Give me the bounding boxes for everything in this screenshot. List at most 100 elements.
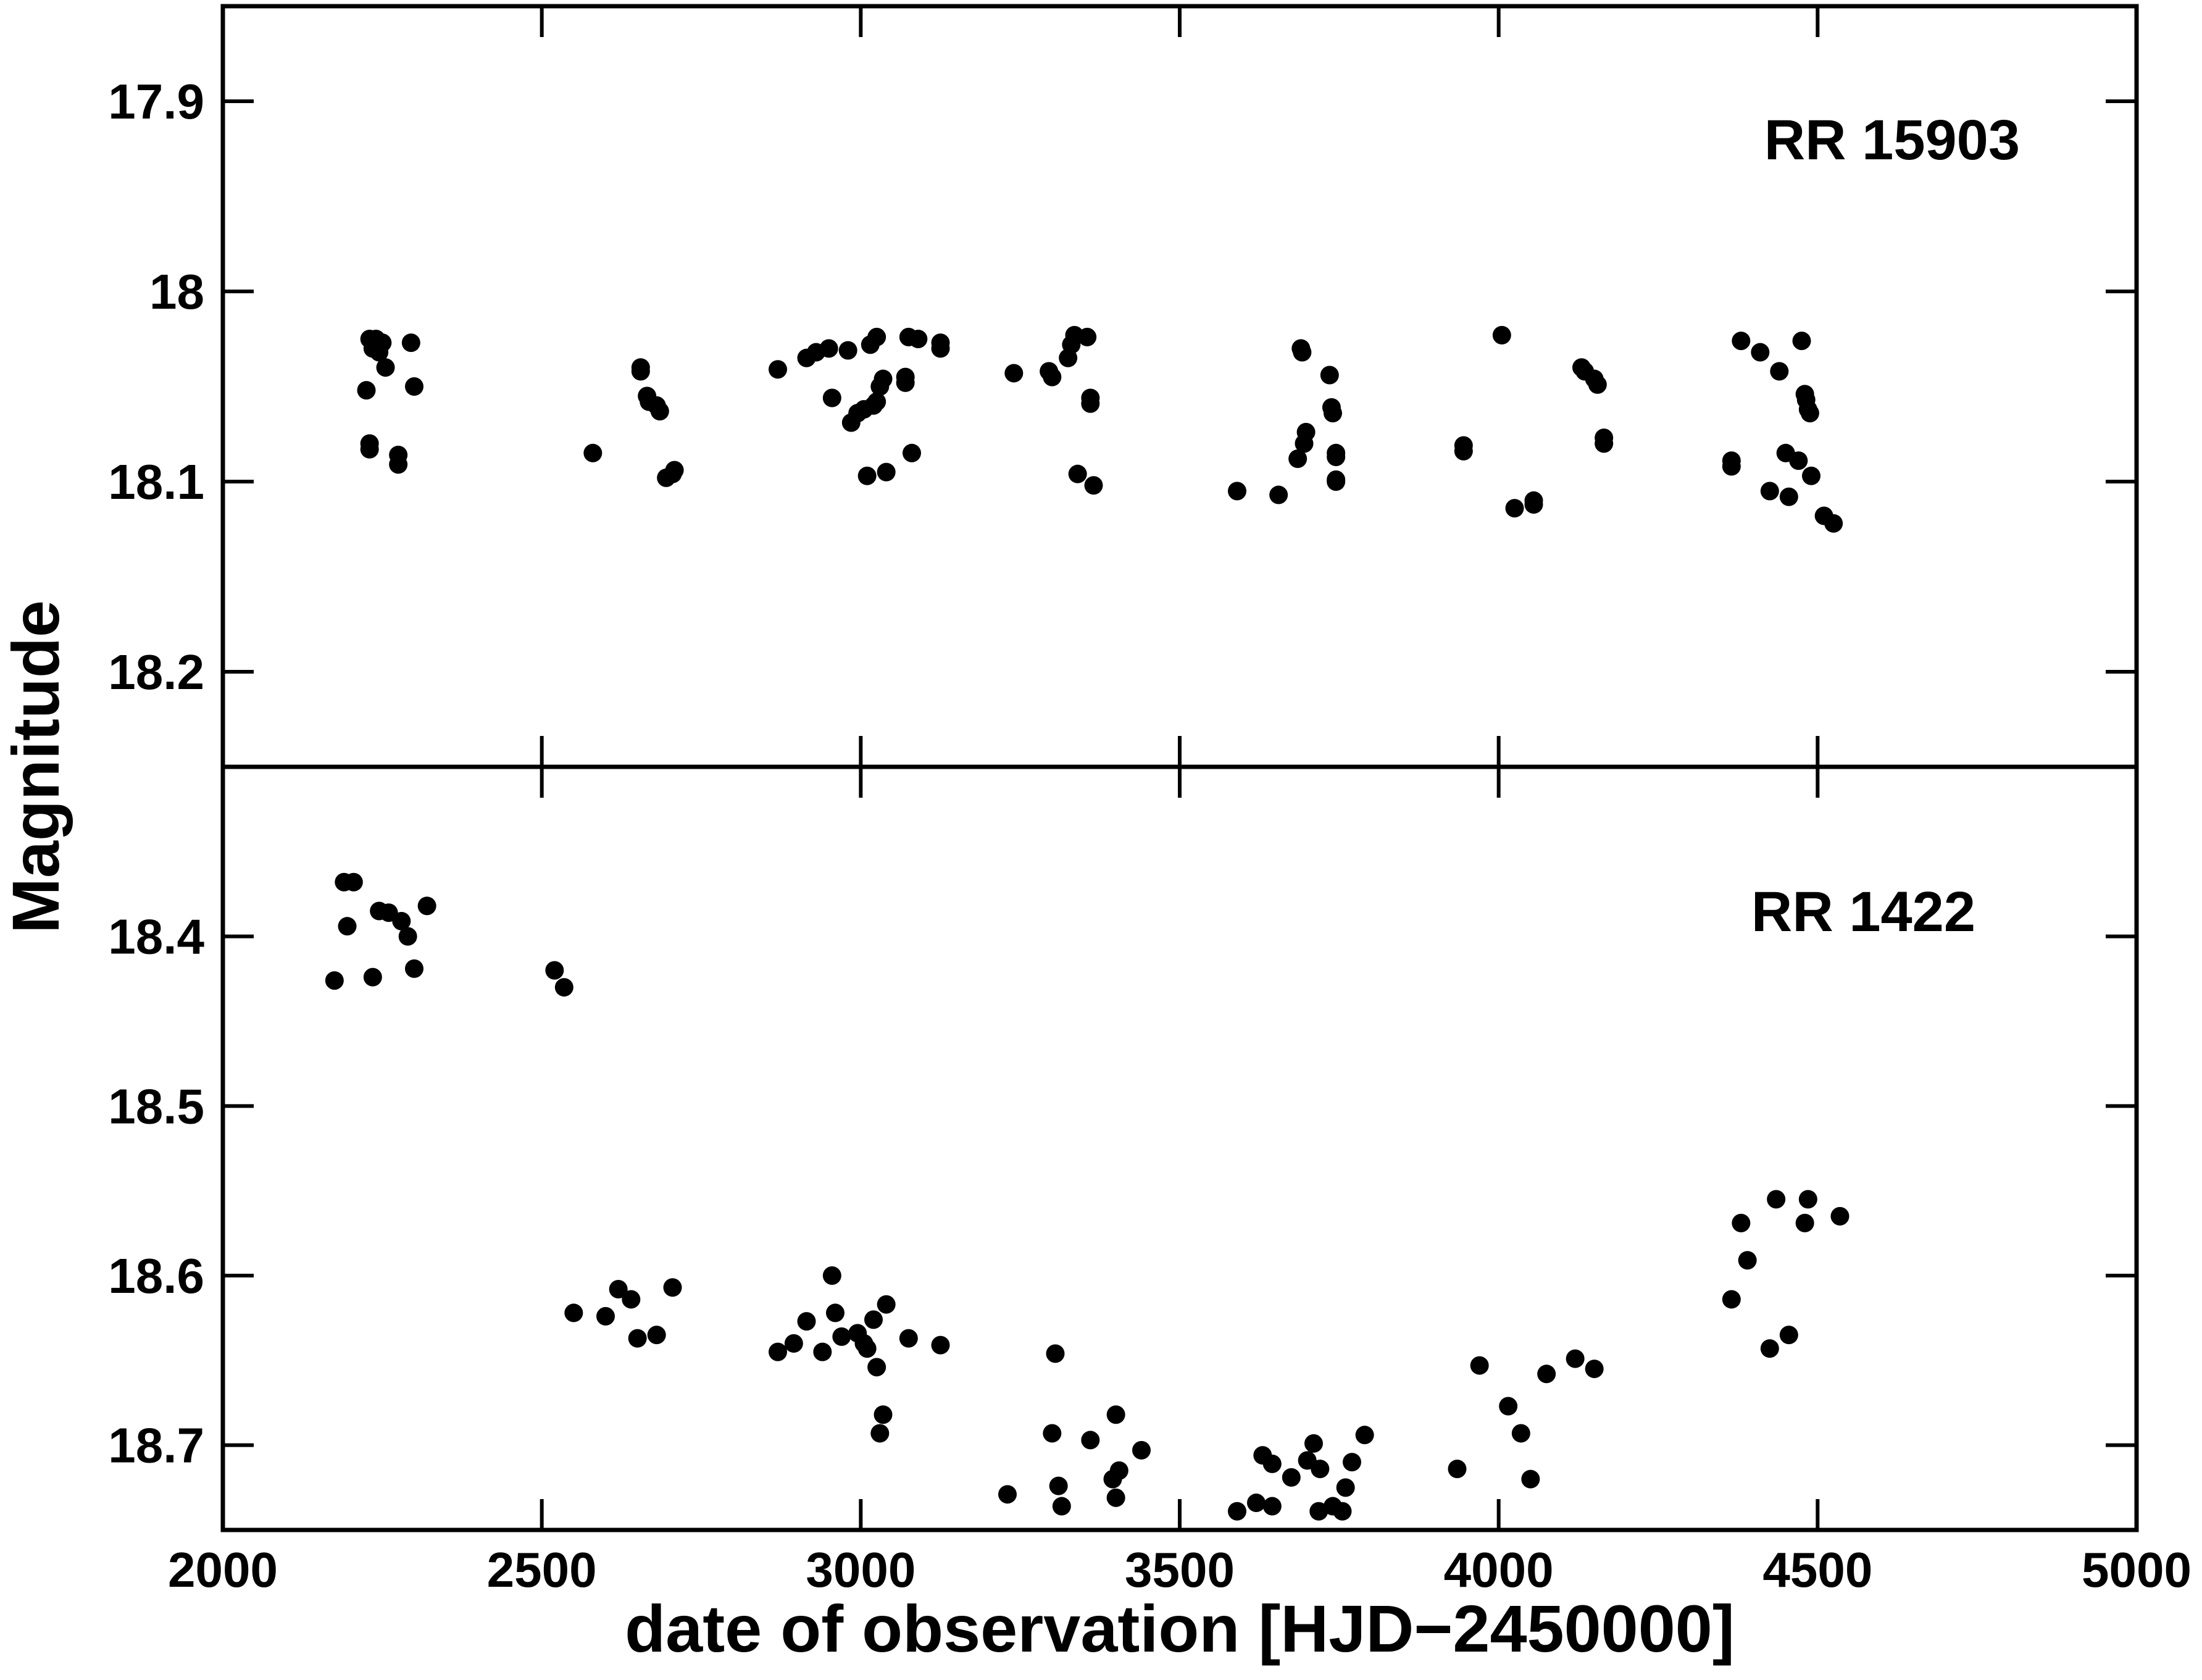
data-point-rr1422-49 <box>1247 1494 1266 1513</box>
data-point-rr1422-7 <box>392 911 411 930</box>
data-point-rr1422-60 <box>1336 1478 1355 1497</box>
data-point-rr1422-48 <box>1228 1502 1246 1521</box>
data-point-rr15903-75 <box>1505 499 1524 518</box>
data-point-rr1422-76 <box>1779 1326 1798 1345</box>
data-point-rr15903-98 <box>1802 466 1820 485</box>
data-point-rr1422-42 <box>1081 1431 1100 1450</box>
y-tick-label: 17.9 <box>108 74 204 129</box>
data-point-rr15903-93 <box>1792 332 1811 351</box>
data-point-rr15903-58 <box>1228 482 1246 501</box>
data-point-rr15903-60 <box>1288 449 1307 469</box>
data-point-rr1422-33 <box>874 1405 893 1424</box>
x-tick-label: 4500 <box>1762 1542 1872 1597</box>
x-tick-label: 2500 <box>487 1542 597 1597</box>
top-panel-ticks <box>223 6 2137 767</box>
data-point-rr15903-73 <box>1454 441 1473 461</box>
data-point-rr1422-21 <box>784 1334 803 1353</box>
data-point-rr1422-9 <box>405 959 423 978</box>
data-point-rr1422-12 <box>554 978 573 997</box>
data-point-rr1422-14 <box>596 1306 615 1326</box>
data-point-rr15903-6 <box>376 358 395 377</box>
data-point-rr1422-55 <box>1304 1434 1323 1453</box>
data-point-rr1422-57 <box>1311 1460 1330 1479</box>
data-point-rr15903-35 <box>867 392 886 411</box>
panel-label-rr-1422: RR 1422 <box>1751 880 1975 943</box>
data-point-rr1422-29 <box>857 1339 877 1358</box>
y-tick-label: 18.4 <box>108 909 204 964</box>
x-tick-label: 4000 <box>1444 1542 1554 1597</box>
data-point-rr1422-59 <box>1333 1502 1352 1521</box>
data-point-rr15903-22 <box>665 461 684 480</box>
data-point-rr15903-10 <box>389 455 408 474</box>
data-point-rr15903-54 <box>1078 327 1097 346</box>
y-tick-labels: 17.9 18 18.1 18.2 18.4 18.5 18.6 18.7 <box>108 74 204 1473</box>
data-point-rr1422-56 <box>1309 1502 1328 1521</box>
data-point-rr15903-65 <box>1320 366 1339 385</box>
data-point-rr1422-31 <box>867 1358 886 1377</box>
y-axis-title: Magnitude <box>0 600 73 934</box>
data-point-rr1422-3 <box>344 872 363 892</box>
data-point-rr1422-37 <box>998 1485 1017 1504</box>
data-point-rr1422-44 <box>1106 1405 1125 1424</box>
data-point-rr1422-23 <box>813 1342 832 1361</box>
top-panel-rr-15903: RR 15903 <box>223 6 2137 767</box>
data-point-rr15903-19 <box>650 402 669 421</box>
data-point-rr1422-39 <box>1046 1344 1065 1363</box>
data-point-rr1422-46 <box>1109 1461 1128 1480</box>
data-point-rr15903-26 <box>819 339 838 358</box>
x-axis-title: date of observation [HJD−2450000] <box>625 1591 1735 1666</box>
axes-frame-bottom <box>220 764 2139 1532</box>
data-point-rr1422-10 <box>417 896 436 916</box>
data-point-rr15903-15 <box>631 362 650 381</box>
data-point-rr15903-67 <box>1324 404 1342 423</box>
data-point-rr1422-75 <box>1767 1190 1786 1209</box>
data-point-rr1422-62 <box>1355 1426 1374 1445</box>
data-point-rr15903-87 <box>1751 343 1770 362</box>
data-point-rr15903-77 <box>1524 495 1543 514</box>
data-point-rr15903-85 <box>1722 457 1741 476</box>
data-point-rr1422-36 <box>931 1335 950 1355</box>
data-point-rr15903-53 <box>1068 464 1087 483</box>
y-tick-label: 18.7 <box>108 1418 204 1473</box>
data-point-rr1422-20 <box>769 1342 787 1361</box>
data-point-rr1422-17 <box>628 1329 647 1348</box>
data-point-rr1422-68 <box>1537 1364 1556 1384</box>
data-point-rr1422-4 <box>363 967 382 987</box>
data-point-rr15903-28 <box>838 341 857 360</box>
axes-frames <box>220 4 2139 1532</box>
data-point-rr15903-71 <box>1327 472 1346 491</box>
data-point-rr15903-100 <box>1824 514 1843 533</box>
data-point-rr15903-86 <box>1732 332 1751 351</box>
data-point-rr15903-91 <box>1779 487 1798 506</box>
data-point-rr1422-70 <box>1585 1360 1604 1379</box>
data-point-rr1422-71 <box>1722 1290 1741 1309</box>
data-point-rr1422-35 <box>899 1329 918 1348</box>
data-point-rr1422-65 <box>1499 1397 1518 1416</box>
data-point-rr15903-83 <box>1595 434 1614 453</box>
y-tick-label: 18.1 <box>108 454 204 509</box>
bottom-panel-ticks <box>223 767 2137 1530</box>
data-point-rr1422-41 <box>1052 1497 1071 1516</box>
data-point-rr1422-32 <box>870 1424 890 1443</box>
data-point-rr15903-36 <box>867 327 886 346</box>
data-point-rr15903-13 <box>583 443 603 462</box>
bottom-panel-rr-1422: RR 1422 <box>223 767 2137 1530</box>
data-point-rr1422-8 <box>398 927 417 946</box>
data-point-rr1422-66 <box>1511 1424 1530 1443</box>
data-point-rr1422-51 <box>1262 1454 1282 1473</box>
data-point-rr15903-5 <box>373 333 392 353</box>
data-point-rr1422-40 <box>1049 1476 1068 1495</box>
data-point-rr1422-38 <box>1043 1424 1062 1443</box>
data-point-rr15903-92 <box>1789 451 1808 470</box>
data-point-rr15903-62 <box>1293 343 1312 362</box>
data-point-rr15903-39 <box>877 462 896 482</box>
y-tick-label: 18.5 <box>108 1079 204 1134</box>
data-point-rr1422-73 <box>1738 1251 1757 1270</box>
data-point-rr1422-16 <box>622 1290 641 1309</box>
top-panel-points <box>357 325 1843 533</box>
data-point-rr1422-74 <box>1760 1339 1779 1358</box>
data-point-rr15903-81 <box>1588 375 1607 394</box>
panel-label-rr-15903: RR 15903 <box>1764 109 2020 172</box>
data-point-rr1422-53 <box>1282 1468 1301 1487</box>
